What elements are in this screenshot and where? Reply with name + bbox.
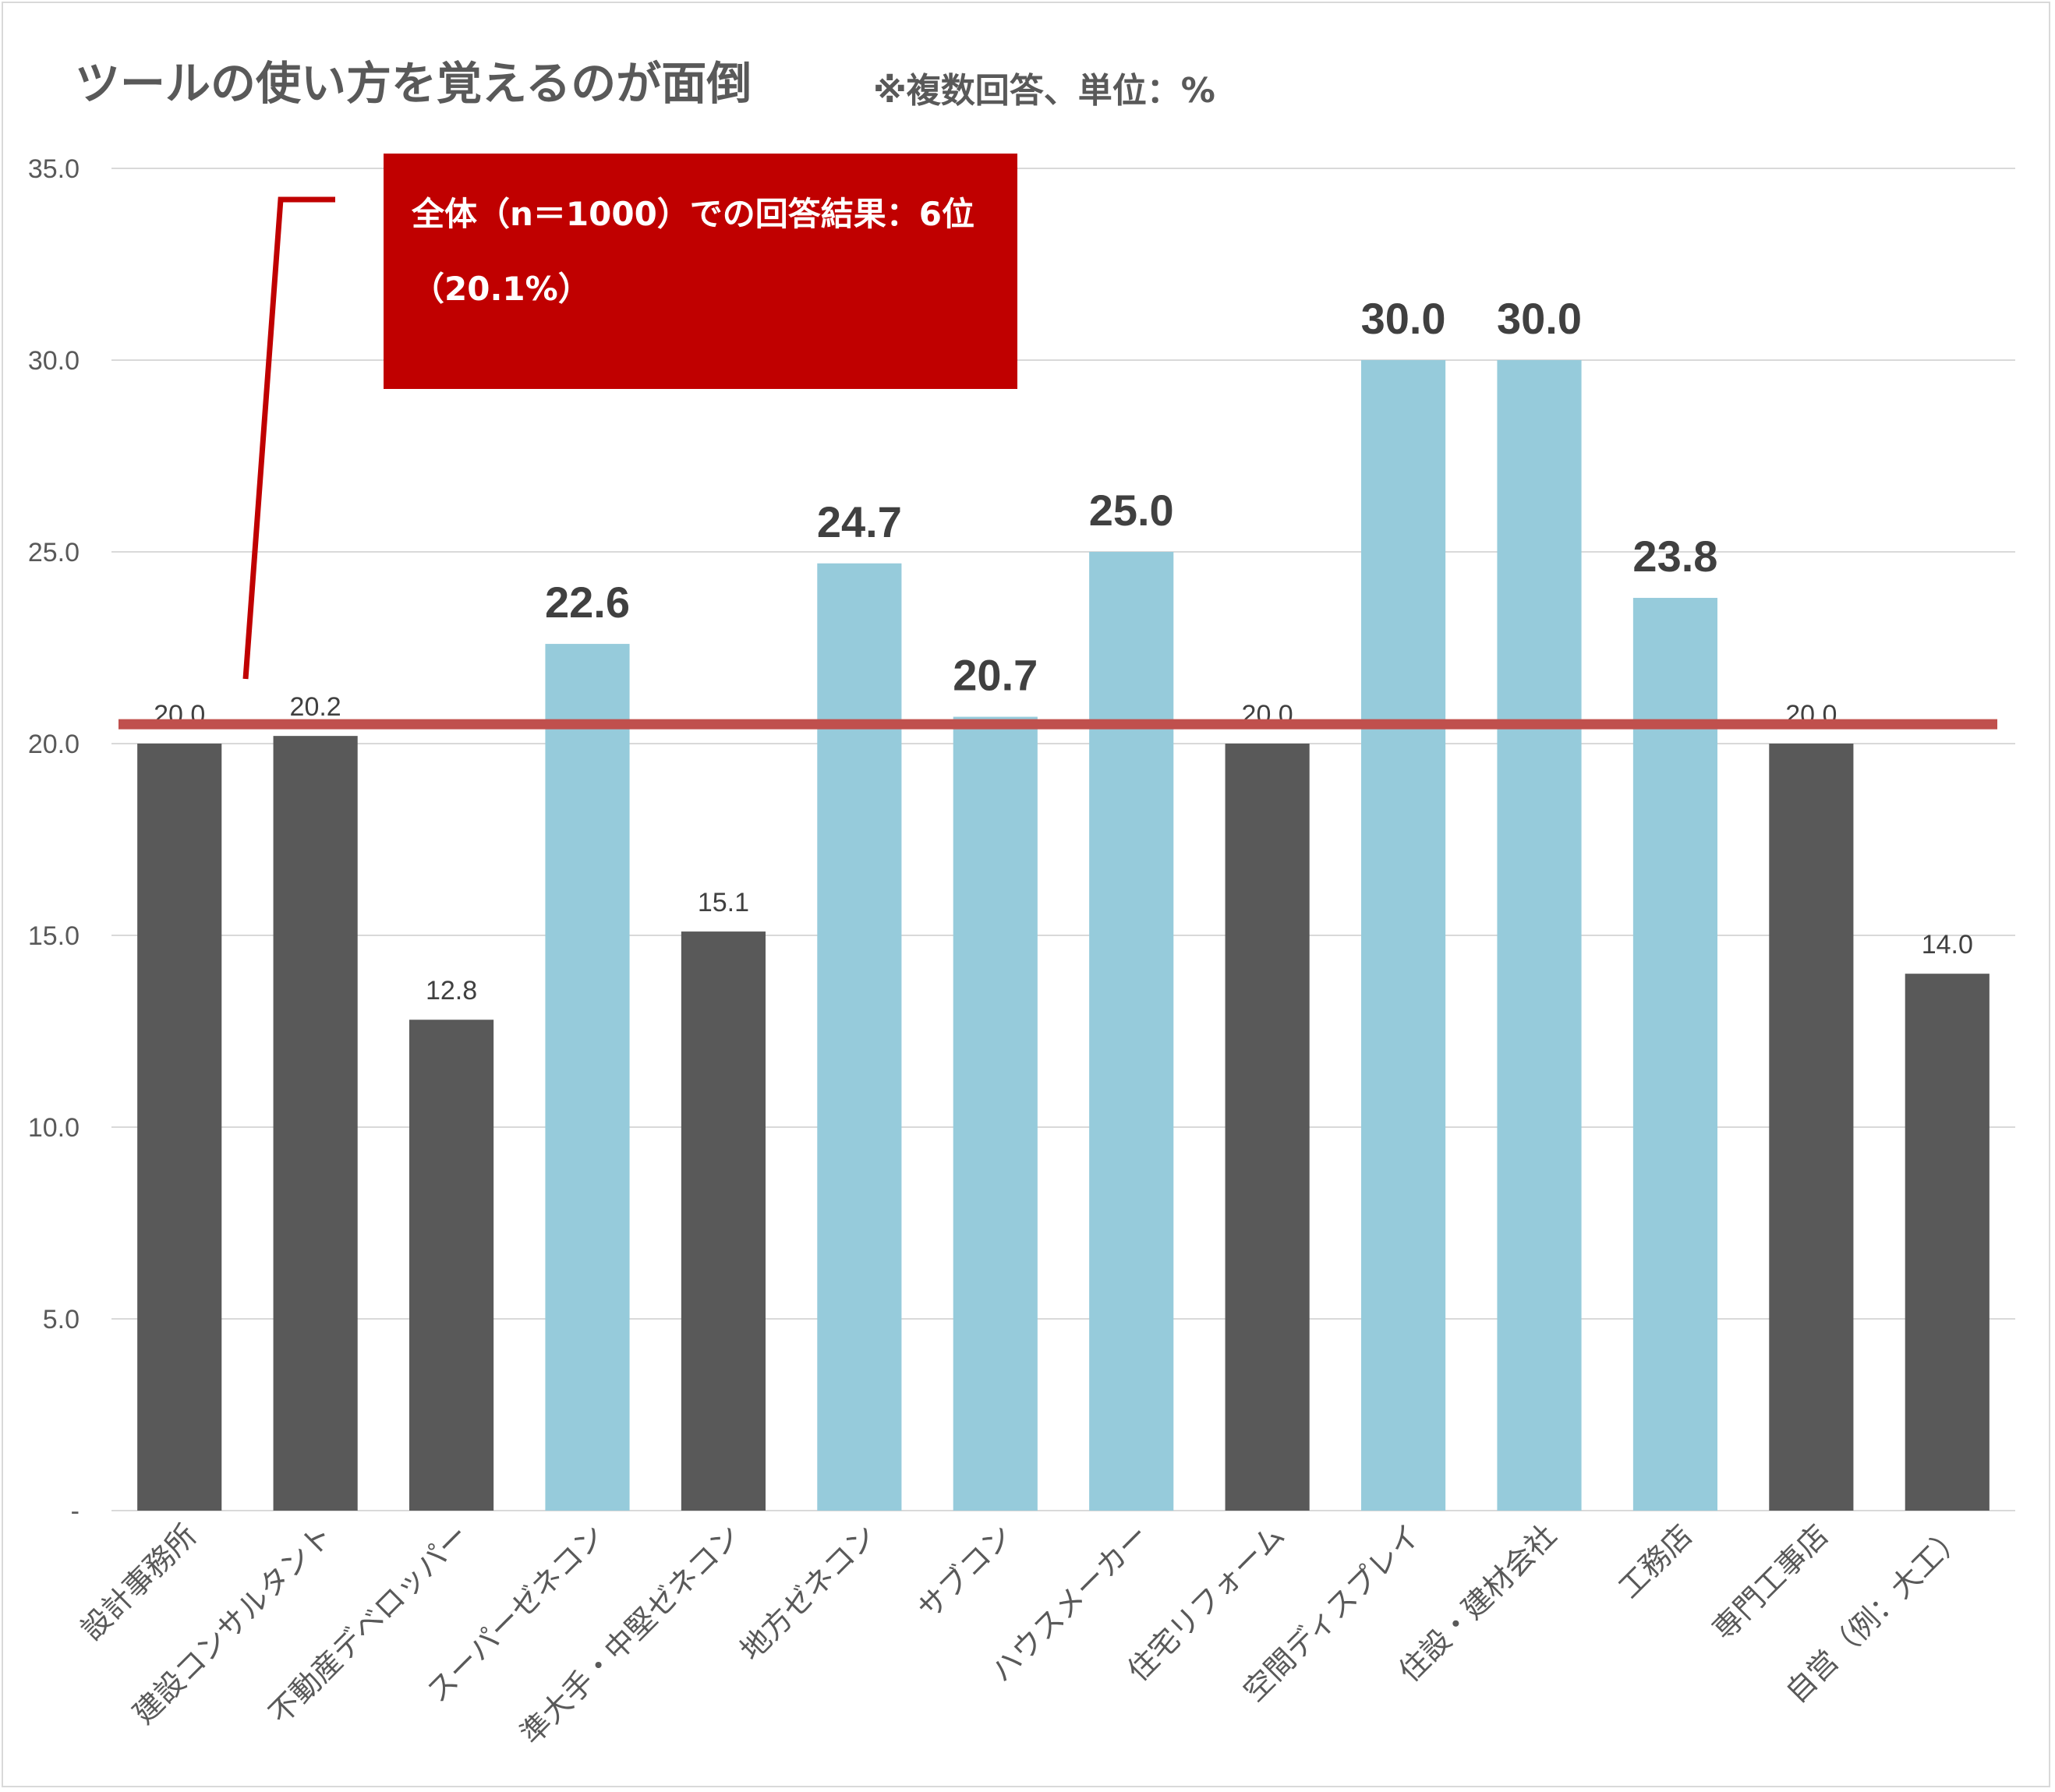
data-label: 15.1 <box>698 888 749 917</box>
x-tick-label: 設計事務所 <box>74 1518 203 1646</box>
y-tick-label: 20.0 <box>28 730 80 759</box>
y-tick-label: 25.0 <box>28 538 80 567</box>
chart-title: ツールの使い方を覚えるのが面倒 <box>75 57 752 110</box>
data-label: 14.0 <box>1922 930 1973 960</box>
data-label: 20.7 <box>953 651 1038 700</box>
data-label: 23.8 <box>1632 532 1717 581</box>
bar <box>409 1020 494 1511</box>
bar <box>681 931 766 1511</box>
bar <box>1089 552 1174 1511</box>
x-tick-label: サブコン <box>911 1518 1020 1626</box>
chart-subtitle: ※複数回答、単位：% <box>873 71 1215 111</box>
bar <box>1905 974 1990 1511</box>
data-label: 25.0 <box>1089 486 1174 535</box>
reference-line-group <box>118 196 1997 730</box>
data-label: 30.0 <box>1361 294 1446 343</box>
bar <box>817 563 902 1511</box>
bar <box>273 736 358 1511</box>
y-tick-label: 10.0 <box>28 1113 80 1143</box>
x-tick-label: 専門工事店 <box>1706 1518 1834 1646</box>
bar <box>1225 744 1310 1511</box>
callout-text: 全体（n＝1000）での回答結果：6位（20.1%） <box>412 195 975 308</box>
bar <box>953 716 1038 1511</box>
y-tick-label: 5.0 <box>43 1305 80 1334</box>
x-tick-label: 準大手・中堅ゼネコン <box>514 1518 747 1751</box>
callout-box: 全体（n＝1000）での回答結果：6位（20.1%） <box>384 154 1017 389</box>
x-tick-label: 地方ゼネコン <box>734 1518 883 1667</box>
bar <box>545 644 630 1511</box>
bar <box>1360 360 1446 1511</box>
bar <box>137 744 222 1511</box>
bar <box>1497 360 1582 1511</box>
bar <box>1632 598 1718 1511</box>
y-tick-label: 35.0 <box>28 154 80 184</box>
x-axis-ticks: 設計事務所建設コンサルタント不動産デベロッパースーパーゼネコン準大手・中堅ゼネコ… <box>74 1518 1971 1751</box>
x-tick-label: 工務店 <box>1612 1518 1700 1605</box>
data-label: 30.0 <box>1497 294 1582 343</box>
bar <box>1769 744 1854 1511</box>
y-tick-label: 30.0 <box>28 346 80 376</box>
y-axis-ticks: - 5.0 10.0 15.0 20.0 25.0 30.0 35.0 <box>28 154 80 1526</box>
y-tick-label: - <box>71 1497 80 1526</box>
data-label: 12.8 <box>426 976 477 1006</box>
data-label: 22.6 <box>545 578 630 627</box>
y-tick-label: 15.0 <box>28 921 80 951</box>
data-label: 20.2 <box>290 692 341 722</box>
callout-leader-line <box>242 196 335 680</box>
data-label: 24.7 <box>817 497 902 546</box>
